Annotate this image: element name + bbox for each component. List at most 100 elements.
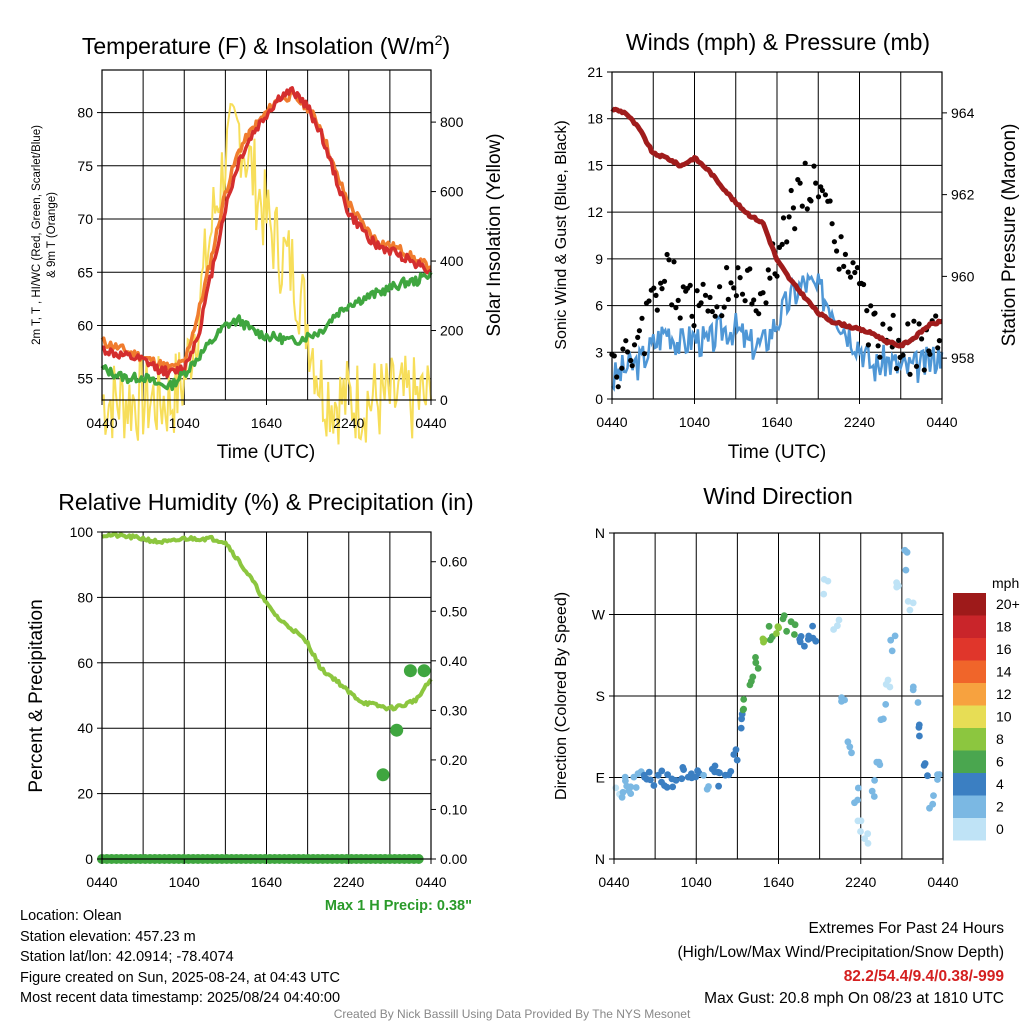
temperature-panel-title: Temperature (F) & Insolation (W/m2) <box>82 32 450 59</box>
x-tick-label: 0440 <box>596 414 627 430</box>
direction-ylabel-left: Direction (Colored By Speed) <box>553 592 570 800</box>
direction-point <box>727 768 735 775</box>
gust-point <box>724 265 730 271</box>
legend-swatch <box>953 615 986 638</box>
direction-point <box>645 768 653 776</box>
y-tick-label-left: 21 <box>587 64 603 80</box>
gust-point <box>653 292 659 298</box>
direction-point <box>915 724 923 731</box>
gust-point <box>751 297 757 303</box>
gust-point <box>880 321 886 327</box>
gust-point <box>921 367 927 373</box>
gust-point <box>666 257 672 263</box>
humidity-panel: Relative Humidity (%) & Precipitation (i… <box>26 489 474 914</box>
direction-point <box>854 817 862 825</box>
gust-point <box>819 187 826 194</box>
gust-point <box>737 275 743 281</box>
gust-point <box>780 215 787 221</box>
direction-point <box>891 632 899 640</box>
direction-point <box>921 760 929 767</box>
y-tick-label-left: 0 <box>85 851 93 867</box>
gust-point <box>913 363 920 369</box>
y-tick-label-left: 75 <box>77 158 93 174</box>
x-tick-label: 1640 <box>763 874 794 890</box>
legend-label: 2 <box>996 799 1004 815</box>
gust-point <box>733 293 740 299</box>
legend-label: 16 <box>996 641 1012 657</box>
temperature-ylabel-left-line2: & 9m T (Orange) <box>46 192 58 278</box>
y-tick-label-left: 20 <box>77 786 93 802</box>
direction-point <box>893 579 900 586</box>
direction-point <box>904 598 912 605</box>
gust-point <box>790 205 797 211</box>
y-tick-label-left: 65 <box>77 264 93 280</box>
legend-label: 12 <box>996 686 1012 702</box>
x-tick-label: 2240 <box>333 415 364 431</box>
direction-point <box>619 788 627 796</box>
direction-point <box>801 642 808 650</box>
y-tick-label-left: 70 <box>77 211 93 227</box>
gust-point <box>935 345 941 351</box>
gust-point <box>714 304 720 310</box>
direction-point <box>854 796 861 804</box>
y-tick-label-left: N <box>595 851 605 867</box>
x-tick-label: 0440 <box>86 415 117 431</box>
legend-label: 4 <box>996 776 1004 792</box>
y-tick-label-left: 100 <box>70 524 94 540</box>
insolation-ylabel-right: Solar Insolation (Yellow) <box>484 133 505 336</box>
station-elevation: Station elevation: 457.23 m <box>20 928 196 945</box>
gust-point <box>654 307 660 313</box>
x-tick-label: 0440 <box>415 415 446 431</box>
gust-point <box>747 266 753 272</box>
y-tick-label-right: 0.10 <box>440 801 467 817</box>
gust-point <box>829 221 835 227</box>
direction-point <box>737 724 745 732</box>
direction-point <box>864 830 872 838</box>
gust-point <box>936 338 943 344</box>
direction-point <box>650 782 658 789</box>
gust-point <box>834 248 840 254</box>
direction-point <box>929 800 937 808</box>
legend-swatch <box>953 750 986 773</box>
x-tick-label: 1040 <box>169 415 200 431</box>
direction-point <box>797 633 805 640</box>
direction-point <box>732 746 740 754</box>
direction-point <box>791 621 799 629</box>
gust-point <box>893 365 900 372</box>
gust-point <box>852 269 858 276</box>
figure-created: Figure created on Sun, 2025-08-24, at 04… <box>20 969 340 986</box>
gust-point <box>927 351 933 357</box>
y-tick-label-right: 0 <box>440 392 448 408</box>
y-tick-label-right: 0.50 <box>440 603 467 619</box>
gust-point <box>760 290 766 296</box>
direction-point <box>767 636 774 644</box>
gust-point <box>661 278 668 284</box>
humidity-panel-title: Relative Humidity (%) & Precipitation (i… <box>58 489 473 515</box>
direction-point <box>903 548 911 556</box>
direction-point <box>888 647 896 655</box>
direction-point <box>887 636 895 644</box>
gust-point <box>890 312 896 318</box>
legend-label: 20+ <box>996 596 1020 612</box>
direction-point <box>621 773 629 781</box>
direction-point <box>632 784 640 791</box>
legend-swatch <box>953 683 986 706</box>
gust-point <box>861 281 867 288</box>
gust-point <box>619 365 625 371</box>
x-tick-label: 2240 <box>844 414 875 430</box>
gust-point <box>788 187 794 194</box>
gust-point <box>614 374 620 380</box>
gust-point <box>765 267 771 273</box>
direction-point <box>773 630 780 637</box>
direction-point <box>748 677 755 685</box>
direction-point <box>783 627 790 635</box>
direction-point <box>934 776 941 783</box>
gust-point <box>813 180 819 186</box>
direction-point <box>796 638 804 646</box>
y-tick-label-left: S <box>596 688 605 704</box>
gust-point <box>739 291 746 297</box>
direction-point <box>875 758 883 766</box>
direction-point <box>902 566 910 574</box>
direction-panel: Wind Direction 0440 1040 1640 2240 0440NESWN… <box>553 483 1020 890</box>
winds-ylabel-left: Sonic Wind & Gust (Blue, Black) <box>553 120 570 349</box>
